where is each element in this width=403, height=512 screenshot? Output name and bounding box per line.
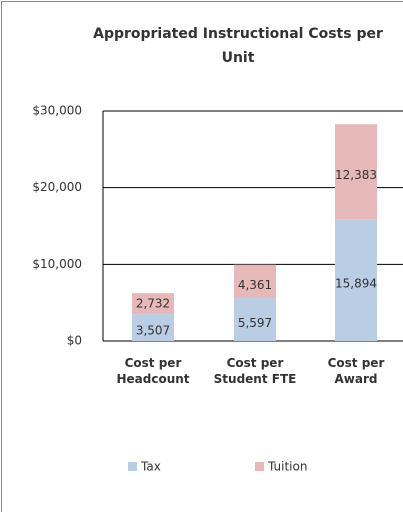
bar-segment	[335, 219, 377, 341]
y-tick-label: $10,000	[32, 257, 82, 271]
bar-segment	[234, 264, 276, 299]
data-label: 3,507	[136, 324, 170, 338]
y-tick-label: $30,000	[32, 104, 82, 118]
x-tick-label: Cost per Award	[327, 356, 385, 386]
data-label: 2,732	[136, 297, 170, 311]
data-label: 12,383	[335, 168, 377, 182]
chart-title: Appropriated Instructional Costs per Uni…	[93, 26, 383, 66]
legend-label: Tuition	[267, 460, 307, 474]
y-tick-label: $20,000	[32, 180, 82, 194]
x-tick-label: Cost per Headcount	[116, 356, 190, 386]
bar-segment	[234, 298, 276, 341]
data-label: 4,361	[238, 278, 272, 292]
bar-segment	[132, 293, 174, 315]
data-label: 15,894	[335, 277, 377, 291]
bar-segment	[335, 124, 377, 220]
legend-label: Tax	[140, 460, 161, 474]
bar-segment	[132, 314, 174, 341]
data-label: 5,597	[238, 316, 272, 330]
x-tick-label: Cost per Student FTE	[213, 356, 297, 386]
y-tick-label: $0	[67, 334, 82, 348]
legend-swatch	[128, 462, 137, 471]
legend-swatch	[255, 462, 264, 471]
